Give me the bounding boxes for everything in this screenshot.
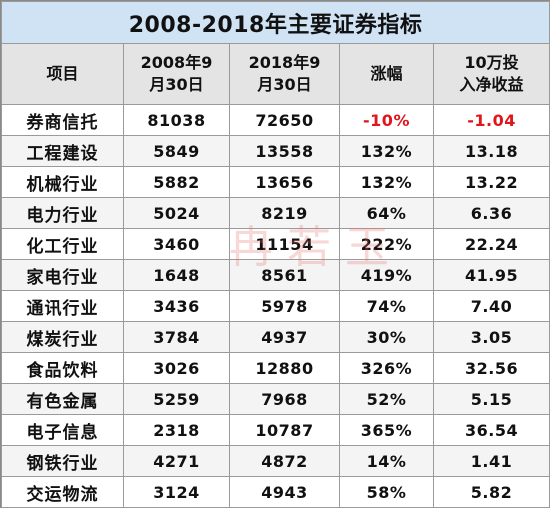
row-change: 222% [339, 228, 434, 260]
row-change: 74% [339, 290, 434, 322]
row-value-2018: 11154 [229, 228, 340, 260]
row-value-2008: 5259 [123, 383, 230, 415]
row-value-2008: 2318 [123, 414, 230, 446]
row-name: 通讯行业 [1, 290, 124, 322]
header-return-line2: 入净收益 [459, 75, 524, 94]
row-value-2008: 3436 [123, 290, 230, 322]
row-return: 41.95 [432, 259, 550, 291]
row-name: 电子信息 [1, 414, 124, 446]
row-name: 机械行业 [1, 166, 124, 198]
header-2018-line1: 2018年9 [248, 53, 321, 72]
row-value-2008: 81038 [123, 104, 230, 136]
row-name: 工程建设 [1, 135, 124, 167]
row-return: 36.54 [432, 414, 550, 446]
row-value-2018: 13558 [229, 135, 340, 167]
header-return: 10万投 入净收益 [432, 43, 550, 105]
row-change: 419% [339, 259, 434, 291]
row-value-2008: 5024 [123, 197, 230, 229]
row-change: 132% [339, 166, 434, 198]
row-change: 52% [339, 383, 434, 415]
row-value-2018: 8561 [229, 259, 340, 291]
table-row: 工程建设 5849 13558 132% 13.18 [1, 135, 550, 167]
table-row: 电力行业 5024 8219 64% 6.36 [1, 197, 550, 229]
row-change: 326% [339, 352, 434, 384]
table-row: 通讯行业 3436 5978 74% 7.40 [1, 290, 550, 322]
row-value-2018: 4937 [229, 321, 340, 353]
row-value-2018: 8219 [229, 197, 340, 229]
header-2018: 2018年9 月30日 [229, 43, 340, 105]
row-value-2018: 5978 [229, 290, 340, 322]
row-return: 1.41 [432, 445, 550, 477]
header-change: 涨幅 [339, 43, 434, 105]
table-row: 机械行业 5882 13656 132% 13.22 [1, 166, 550, 198]
header-row: 项目 2008年9 月30日 2018年9 月30日 涨幅 10万投 入净收益 [1, 43, 550, 105]
table-row: 化工行业 3460 11154 222% 22.24 [1, 228, 550, 260]
row-change: -10% [339, 104, 434, 136]
row-value-2008: 4271 [123, 445, 230, 477]
row-value-2008: 5882 [123, 166, 230, 198]
row-value-2008: 3460 [123, 228, 230, 260]
table-row: 券商信托 81038 72650 -10% -1.04 [1, 104, 550, 136]
table-row: 钢铁行业 4271 4872 14% 1.41 [1, 445, 550, 477]
row-return: 32.56 [432, 352, 550, 384]
row-return: -1.04 [432, 104, 550, 136]
row-name: 煤炭行业 [1, 321, 124, 353]
table-row: 电子信息 2318 10787 365% 36.54 [1, 414, 550, 446]
table-row: 有色金属 5259 7968 52% 5.15 [1, 383, 550, 415]
row-return: 5.15 [432, 383, 550, 415]
row-value-2018: 13656 [229, 166, 340, 198]
row-value-2018: 12880 [229, 352, 340, 384]
row-value-2008: 5849 [123, 135, 230, 167]
row-return: 6.36 [432, 197, 550, 229]
table-row: 煤炭行业 3784 4937 30% 3.05 [1, 321, 550, 353]
row-name: 有色金属 [1, 383, 124, 415]
table-row: 交运物流 3124 4943 58% 5.82 [1, 476, 550, 508]
table-row: 食品饮料 3026 12880 326% 32.56 [1, 352, 550, 384]
row-name: 食品饮料 [1, 352, 124, 384]
row-return: 22.24 [432, 228, 550, 260]
row-name: 券商信托 [1, 104, 124, 136]
row-return: 13.18 [432, 135, 550, 167]
row-value-2018: 10787 [229, 414, 340, 446]
row-value-2018: 4872 [229, 445, 340, 477]
header-item: 项目 [1, 43, 124, 105]
header-2008-line1: 2008年9 [140, 53, 213, 72]
row-name: 家电行业 [1, 259, 124, 291]
header-2008: 2008年9 月30日 [123, 43, 230, 105]
row-value-2008: 1648 [123, 259, 230, 291]
row-name: 化工行业 [1, 228, 124, 260]
row-return: 13.22 [432, 166, 550, 198]
row-change: 64% [339, 197, 434, 229]
table-row: 家电行业 1648 8561 419% 41.95 [1, 259, 550, 291]
row-name: 交运物流 [1, 476, 124, 508]
row-change: 30% [339, 321, 434, 353]
header-2008-line2: 月30日 [149, 75, 204, 94]
row-name: 电力行业 [1, 197, 124, 229]
row-return: 3.05 [432, 321, 550, 353]
row-value-2008: 3026 [123, 352, 230, 384]
header-return-line1: 10万投 [464, 53, 519, 72]
row-value-2008: 3784 [123, 321, 230, 353]
table-title: 2008-2018年主要证券指标 [0, 1, 550, 44]
row-value-2018: 4943 [229, 476, 340, 508]
header-2018-line2: 月30日 [257, 75, 312, 94]
row-return: 7.40 [432, 290, 550, 322]
row-change: 14% [339, 445, 434, 477]
row-value-2008: 3124 [123, 476, 230, 508]
row-return: 5.82 [432, 476, 550, 508]
row-value-2018: 7968 [229, 383, 340, 415]
row-change: 58% [339, 476, 434, 508]
row-change: 365% [339, 414, 434, 446]
row-name: 钢铁行业 [1, 445, 124, 477]
row-value-2018: 72650 [229, 104, 340, 136]
row-change: 132% [339, 135, 434, 167]
